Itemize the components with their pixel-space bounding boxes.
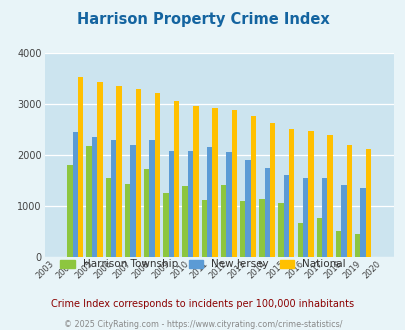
Legend: Harrison Township, New Jersey, National: Harrison Township, New Jersey, National [55,255,350,274]
Bar [307,131,313,257]
Bar [245,160,250,257]
Bar [163,193,168,257]
Bar [220,185,226,257]
Bar [258,199,264,257]
Bar [86,146,92,257]
Text: Harrison Property Crime Index: Harrison Property Crime Index [77,12,328,26]
Bar [278,203,283,257]
Bar [288,129,294,257]
Bar [269,123,275,257]
Bar [302,178,307,257]
Text: © 2025 CityRating.com - https://www.cityrating.com/crime-statistics/: © 2025 CityRating.com - https://www.city… [64,320,341,329]
Bar [149,140,154,257]
Bar [226,152,231,257]
Bar [201,200,207,257]
Bar [125,184,130,257]
Bar [182,186,188,257]
Bar [341,185,346,257]
Bar [111,140,116,257]
Bar [354,234,360,257]
Bar [97,82,102,257]
Bar [130,145,135,257]
Bar [168,151,173,257]
Bar [297,223,302,257]
Bar [173,101,179,257]
Bar [72,132,78,257]
Bar [335,231,341,257]
Bar [360,188,365,257]
Bar [78,77,83,257]
Text: Crime Index corresponds to incidents per 100,000 inhabitants: Crime Index corresponds to incidents per… [51,299,354,309]
Bar [105,178,111,257]
Bar [154,93,160,257]
Bar [67,165,72,257]
Bar [346,145,351,257]
Bar [135,88,141,257]
Bar [116,85,121,257]
Bar [207,147,212,257]
Bar [316,217,321,257]
Bar [193,106,198,257]
Bar [231,110,236,257]
Bar [144,169,149,257]
Bar [188,151,193,257]
Bar [250,116,256,257]
Bar [264,168,269,257]
Bar [92,137,97,257]
Bar [239,201,245,257]
Bar [365,149,370,257]
Bar [327,135,332,257]
Bar [321,178,327,257]
Bar [212,108,217,257]
Bar [283,175,288,257]
